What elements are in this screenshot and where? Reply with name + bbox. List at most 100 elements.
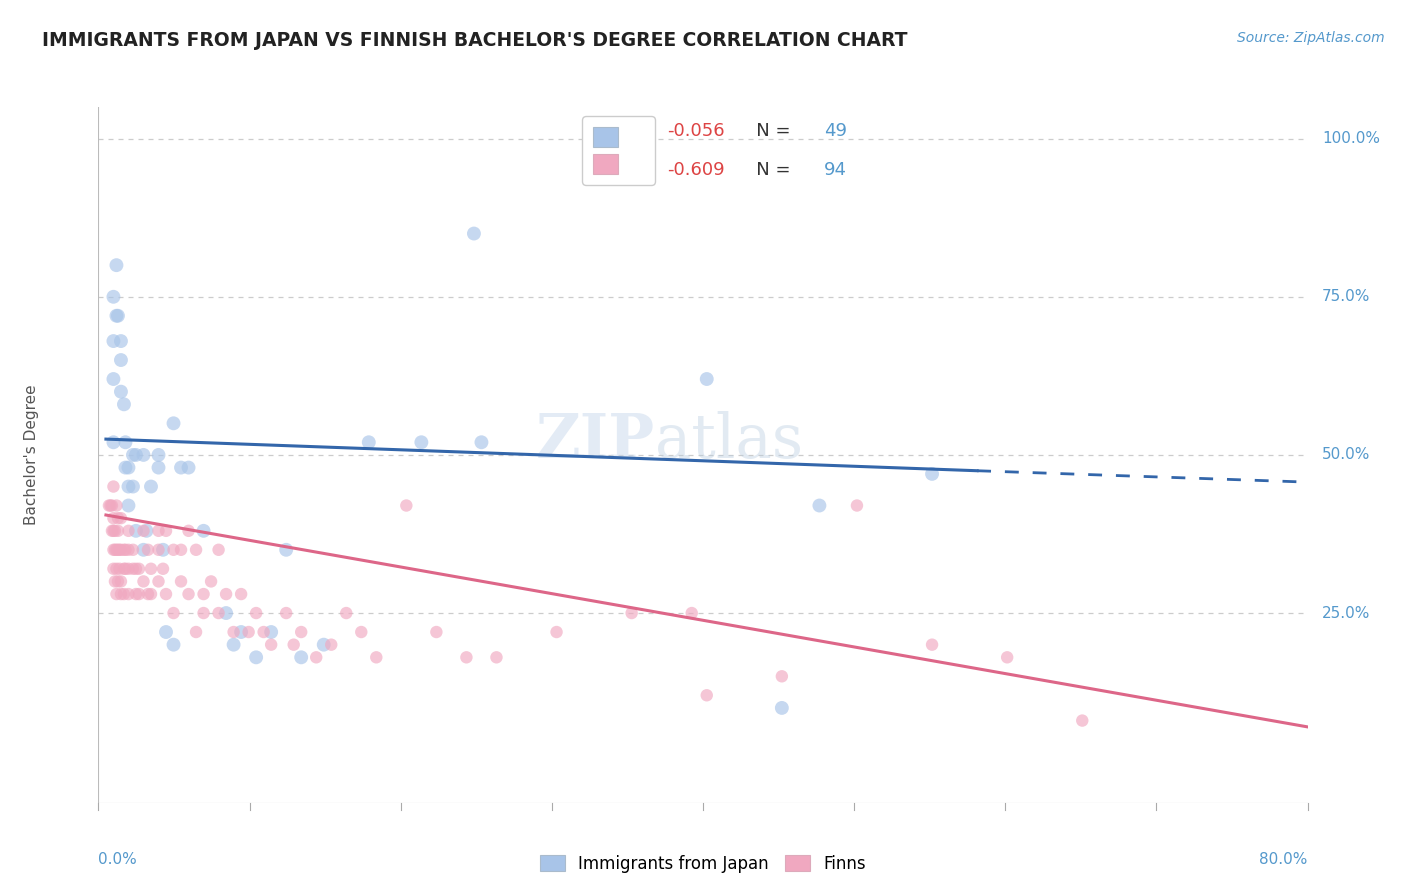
Point <box>162 638 184 652</box>
Point <box>122 542 145 557</box>
Point <box>357 435 380 450</box>
Point <box>215 606 238 620</box>
Text: Source: ZipAtlas.com: Source: ZipAtlas.com <box>1237 31 1385 45</box>
Point <box>290 625 312 640</box>
Text: R =: R = <box>619 161 658 178</box>
Point <box>107 524 129 538</box>
Text: 50.0%: 50.0% <box>1322 448 1371 462</box>
Point <box>696 372 718 386</box>
Text: -0.609: -0.609 <box>666 161 724 178</box>
Point <box>366 650 388 665</box>
Point <box>132 542 155 557</box>
Text: Bachelor's Degree: Bachelor's Degree <box>24 384 39 525</box>
Point <box>245 650 267 665</box>
Point <box>114 435 136 450</box>
Point <box>122 562 145 576</box>
Point <box>456 650 478 665</box>
Point <box>103 334 125 348</box>
Point <box>101 524 124 538</box>
Point <box>152 542 174 557</box>
Point <box>215 587 238 601</box>
Point <box>97 499 120 513</box>
Text: 80.0%: 80.0% <box>1260 852 1308 866</box>
Point <box>312 638 335 652</box>
Text: ZIP: ZIP <box>536 411 655 471</box>
Point <box>276 606 298 620</box>
Point <box>103 372 125 386</box>
Point <box>770 701 793 715</box>
Point <box>148 524 170 538</box>
Point <box>117 587 139 601</box>
Point <box>148 542 170 557</box>
Point <box>620 606 643 620</box>
Point <box>184 625 207 640</box>
Point <box>103 562 125 576</box>
Point <box>128 562 150 576</box>
Text: 75.0%: 75.0% <box>1322 289 1371 304</box>
Point <box>770 669 793 683</box>
Point <box>283 638 305 652</box>
Point <box>103 511 125 525</box>
Point <box>485 650 508 665</box>
Point <box>104 574 127 589</box>
Point <box>253 625 276 640</box>
Point <box>132 524 155 538</box>
Point <box>128 587 150 601</box>
Point <box>305 650 328 665</box>
Point <box>110 353 132 368</box>
Text: 100.0%: 100.0% <box>1322 131 1381 146</box>
Point <box>112 587 135 601</box>
Point <box>103 435 125 450</box>
Point <box>112 562 135 576</box>
Point <box>921 638 943 652</box>
Point <box>260 638 283 652</box>
Point <box>114 460 136 475</box>
Point <box>117 542 139 557</box>
Point <box>125 562 148 576</box>
Point <box>100 499 122 513</box>
Point <box>808 499 831 513</box>
Text: -0.056: -0.056 <box>666 122 724 140</box>
Point <box>170 460 193 475</box>
Point <box>114 562 136 576</box>
Text: N =: N = <box>740 161 797 178</box>
Point <box>114 542 136 557</box>
Point <box>463 227 485 241</box>
Point <box>139 587 162 601</box>
Point <box>229 587 252 601</box>
Point <box>1071 714 1094 728</box>
Point <box>136 542 159 557</box>
Text: 94: 94 <box>824 161 846 178</box>
Point <box>350 625 373 640</box>
Point <box>335 606 357 620</box>
Point <box>110 384 132 399</box>
Point <box>222 625 245 640</box>
Point <box>107 574 129 589</box>
Point <box>696 688 718 702</box>
Point <box>125 524 148 538</box>
Point <box>117 499 139 513</box>
Point <box>395 499 418 513</box>
Point <box>107 309 129 323</box>
Point <box>107 511 129 525</box>
Point <box>105 542 128 557</box>
Point <box>122 479 145 493</box>
Point <box>104 542 127 557</box>
Point <box>155 625 177 640</box>
Point <box>105 258 128 272</box>
Point <box>110 542 132 557</box>
Point <box>104 524 127 538</box>
Point <box>155 524 177 538</box>
Point <box>170 574 193 589</box>
Point <box>470 435 492 450</box>
Point <box>276 542 298 557</box>
Point <box>135 524 157 538</box>
Text: N =: N = <box>740 122 797 140</box>
Point <box>995 650 1018 665</box>
Point <box>108 562 131 576</box>
Point <box>103 542 125 557</box>
Legend:   ,   : , <box>582 116 655 185</box>
Point <box>177 587 200 601</box>
Text: atlas: atlas <box>655 411 803 471</box>
Point <box>148 574 170 589</box>
